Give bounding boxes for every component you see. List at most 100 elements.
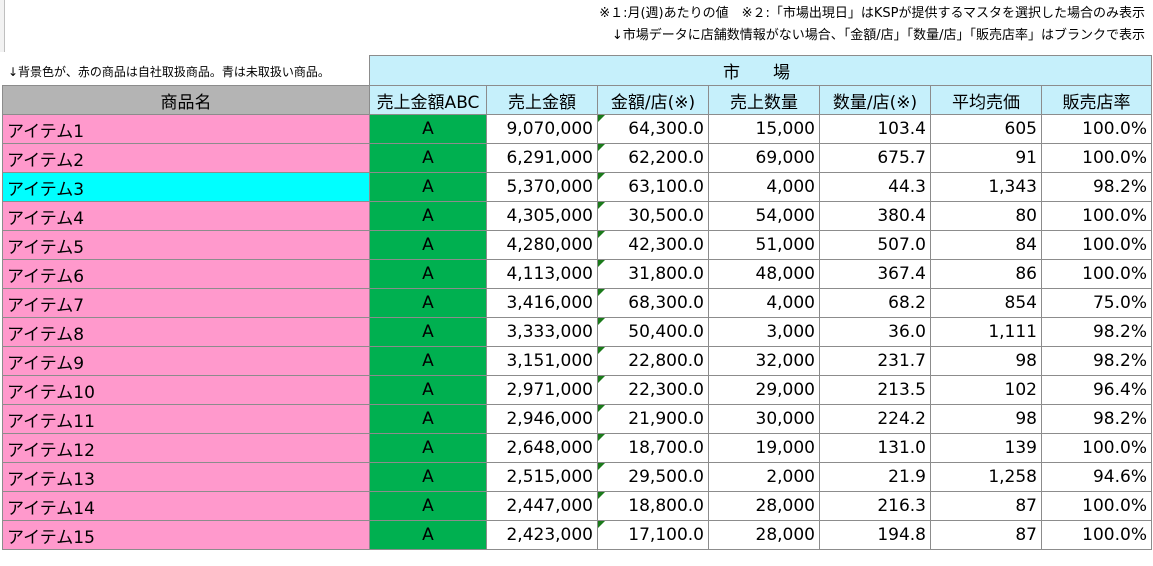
cell-product-name[interactable]: アイテム11 — [2, 404, 370, 434]
cell-sales-quantity[interactable]: 4,000 — [708, 288, 820, 318]
table-row[interactable]: アイテム14 A 2,447,000 18,800.0 28,000 216.3 87 100… — [2, 491, 1152, 521]
cell-store-rate[interactable]: 100.0% — [1041, 491, 1152, 521]
cell-amount-per-store[interactable]: 31,800.0 — [597, 259, 709, 289]
table-row[interactable]: アイテム8 A 3,333,000 50,400.0 3,000 36.0 1,111 98.… — [2, 317, 1152, 347]
cell-sales-abc[interactable]: A — [369, 230, 487, 260]
column-header-average-price[interactable]: 平均売価 — [930, 85, 1042, 115]
cell-amount-per-store[interactable]: 68,300.0 — [597, 288, 709, 318]
cell-sales-quantity[interactable]: 2,000 — [708, 462, 820, 492]
cell-store-rate[interactable]: 98.2% — [1041, 172, 1152, 202]
cell-quantity-per-store[interactable]: 380.4 — [819, 201, 931, 231]
cell-sales-abc[interactable]: A — [369, 143, 487, 173]
cell-store-rate[interactable]: 100.0% — [1041, 143, 1152, 173]
cell-average-price[interactable]: 139 — [930, 433, 1042, 463]
cell-product-name[interactable]: アイテム3 — [2, 172, 370, 202]
table-row[interactable]: アイテム4 A 4,305,000 30,500.0 54,000 380.4 80 100.… — [2, 201, 1152, 231]
cell-product-name[interactable]: アイテム4 — [2, 201, 370, 231]
cell-amount-per-store[interactable]: 17,100.0 — [597, 520, 709, 550]
cell-product-name[interactable]: アイテム13 — [2, 462, 370, 492]
cell-sales-amount[interactable]: 2,423,000 — [486, 520, 598, 550]
cell-sales-abc[interactable]: A — [369, 433, 487, 463]
cell-sales-amount[interactable]: 9,070,000 — [486, 114, 598, 144]
cell-quantity-per-store[interactable]: 68.2 — [819, 288, 931, 318]
cell-sales-amount[interactable]: 2,648,000 — [486, 433, 598, 463]
cell-quantity-per-store[interactable]: 36.0 — [819, 317, 931, 347]
cell-average-price[interactable]: 605 — [930, 114, 1042, 144]
cell-sales-abc[interactable]: A — [369, 346, 487, 376]
cell-quantity-per-store[interactable]: 231.7 — [819, 346, 931, 376]
cell-average-price[interactable]: 84 — [930, 230, 1042, 260]
cell-product-name[interactable]: アイテム14 — [2, 491, 370, 521]
cell-sales-quantity[interactable]: 51,000 — [708, 230, 820, 260]
cell-sales-quantity[interactable]: 28,000 — [708, 491, 820, 521]
cell-sales-amount[interactable]: 4,305,000 — [486, 201, 598, 231]
cell-average-price[interactable]: 98 — [930, 404, 1042, 434]
cell-average-price[interactable]: 87 — [930, 491, 1042, 521]
cell-sales-amount[interactable]: 3,151,000 — [486, 346, 598, 376]
cell-quantity-per-store[interactable]: 44.3 — [819, 172, 931, 202]
cell-amount-per-store[interactable]: 63,100.0 — [597, 172, 709, 202]
cell-sales-abc[interactable]: A — [369, 491, 487, 521]
cell-sales-quantity[interactable]: 32,000 — [708, 346, 820, 376]
cell-sales-abc[interactable]: A — [369, 462, 487, 492]
cell-quantity-per-store[interactable]: 194.8 — [819, 520, 931, 550]
cell-sales-abc[interactable]: A — [369, 520, 487, 550]
cell-amount-per-store[interactable]: 50,400.0 — [597, 317, 709, 347]
cell-average-price[interactable]: 87 — [930, 520, 1042, 550]
table-row[interactable]: アイテム9 A 3,151,000 22,800.0 32,000 231.7 98 98.2… — [2, 346, 1152, 376]
cell-average-price[interactable]: 1,258 — [930, 462, 1042, 492]
cell-quantity-per-store[interactable]: 213.5 — [819, 375, 931, 405]
cell-sales-abc[interactable]: A — [369, 288, 487, 318]
cell-sales-abc[interactable]: A — [369, 404, 487, 434]
cell-average-price[interactable]: 80 — [930, 201, 1042, 231]
cell-average-price[interactable]: 86 — [930, 259, 1042, 289]
cell-average-price[interactable]: 854 — [930, 288, 1042, 318]
cell-amount-per-store[interactable]: 29,500.0 — [597, 462, 709, 492]
column-header-amount-per-store[interactable]: 金額/店(※) — [597, 85, 709, 115]
table-row[interactable]: アイテム7 A 3,416,000 68,300.0 4,000 68.2 854 75.0% — [2, 288, 1152, 318]
table-row[interactable]: アイテム15 A 2,423,000 17,100.0 28,000 194.8 87 100… — [2, 520, 1152, 550]
cell-store-rate[interactable]: 98.2% — [1041, 346, 1152, 376]
cell-sales-abc[interactable]: A — [369, 114, 487, 144]
cell-amount-per-store[interactable]: 22,300.0 — [597, 375, 709, 405]
cell-product-name[interactable]: アイテム2 — [2, 143, 370, 173]
cell-quantity-per-store[interactable]: 367.4 — [819, 259, 931, 289]
cell-average-price[interactable]: 91 — [930, 143, 1042, 173]
cell-sales-quantity[interactable]: 69,000 — [708, 143, 820, 173]
cell-amount-per-store[interactable]: 42,300.0 — [597, 230, 709, 260]
cell-amount-per-store[interactable]: 22,800.0 — [597, 346, 709, 376]
cell-quantity-per-store[interactable]: 21.9 — [819, 462, 931, 492]
table-row[interactable]: アイテム13 A 2,515,000 29,500.0 2,000 21.9 1,258 94… — [2, 462, 1152, 492]
cell-sales-amount[interactable]: 3,416,000 — [486, 288, 598, 318]
cell-sales-abc[interactable]: A — [369, 201, 487, 231]
column-header-product-name[interactable]: 商品名 — [2, 85, 370, 115]
cell-sales-quantity[interactable]: 4,000 — [708, 172, 820, 202]
table-row[interactable]: アイテム11 A 2,946,000 21,900.0 30,000 224.2 98 98.… — [2, 404, 1152, 434]
cell-store-rate[interactable]: 98.2% — [1041, 317, 1152, 347]
column-header-store-rate[interactable]: 販売店率 — [1041, 85, 1152, 115]
cell-store-rate[interactable]: 100.0% — [1041, 259, 1152, 289]
cell-quantity-per-store[interactable]: 131.0 — [819, 433, 931, 463]
cell-average-price[interactable]: 102 — [930, 375, 1042, 405]
cell-average-price[interactable]: 98 — [930, 346, 1042, 376]
cell-amount-per-store[interactable]: 18,800.0 — [597, 491, 709, 521]
cell-sales-quantity[interactable]: 19,000 — [708, 433, 820, 463]
cell-average-price[interactable]: 1,111 — [930, 317, 1042, 347]
cell-product-name[interactable]: アイテム9 — [2, 346, 370, 376]
cell-quantity-per-store[interactable]: 224.2 — [819, 404, 931, 434]
cell-sales-quantity[interactable]: 28,000 — [708, 520, 820, 550]
cell-sales-amount[interactable]: 6,291,000 — [486, 143, 598, 173]
cell-sales-abc[interactable]: A — [369, 172, 487, 202]
cell-sales-amount[interactable]: 2,946,000 — [486, 404, 598, 434]
cell-amount-per-store[interactable]: 62,200.0 — [597, 143, 709, 173]
cell-store-rate[interactable]: 100.0% — [1041, 230, 1152, 260]
cell-product-name[interactable]: アイテム7 — [2, 288, 370, 318]
cell-sales-abc[interactable]: A — [369, 259, 487, 289]
cell-sales-abc[interactable]: A — [369, 317, 487, 347]
cell-sales-amount[interactable]: 5,370,000 — [486, 172, 598, 202]
table-row[interactable]: アイテム2 A 6,291,000 62,200.0 69,000 675.7 91 100.… — [2, 143, 1152, 173]
cell-quantity-per-store[interactable]: 675.7 — [819, 143, 931, 173]
cell-store-rate[interactable]: 94.6% — [1041, 462, 1152, 492]
cell-product-name[interactable]: アイテム6 — [2, 259, 370, 289]
cell-sales-amount[interactable]: 2,447,000 — [486, 491, 598, 521]
